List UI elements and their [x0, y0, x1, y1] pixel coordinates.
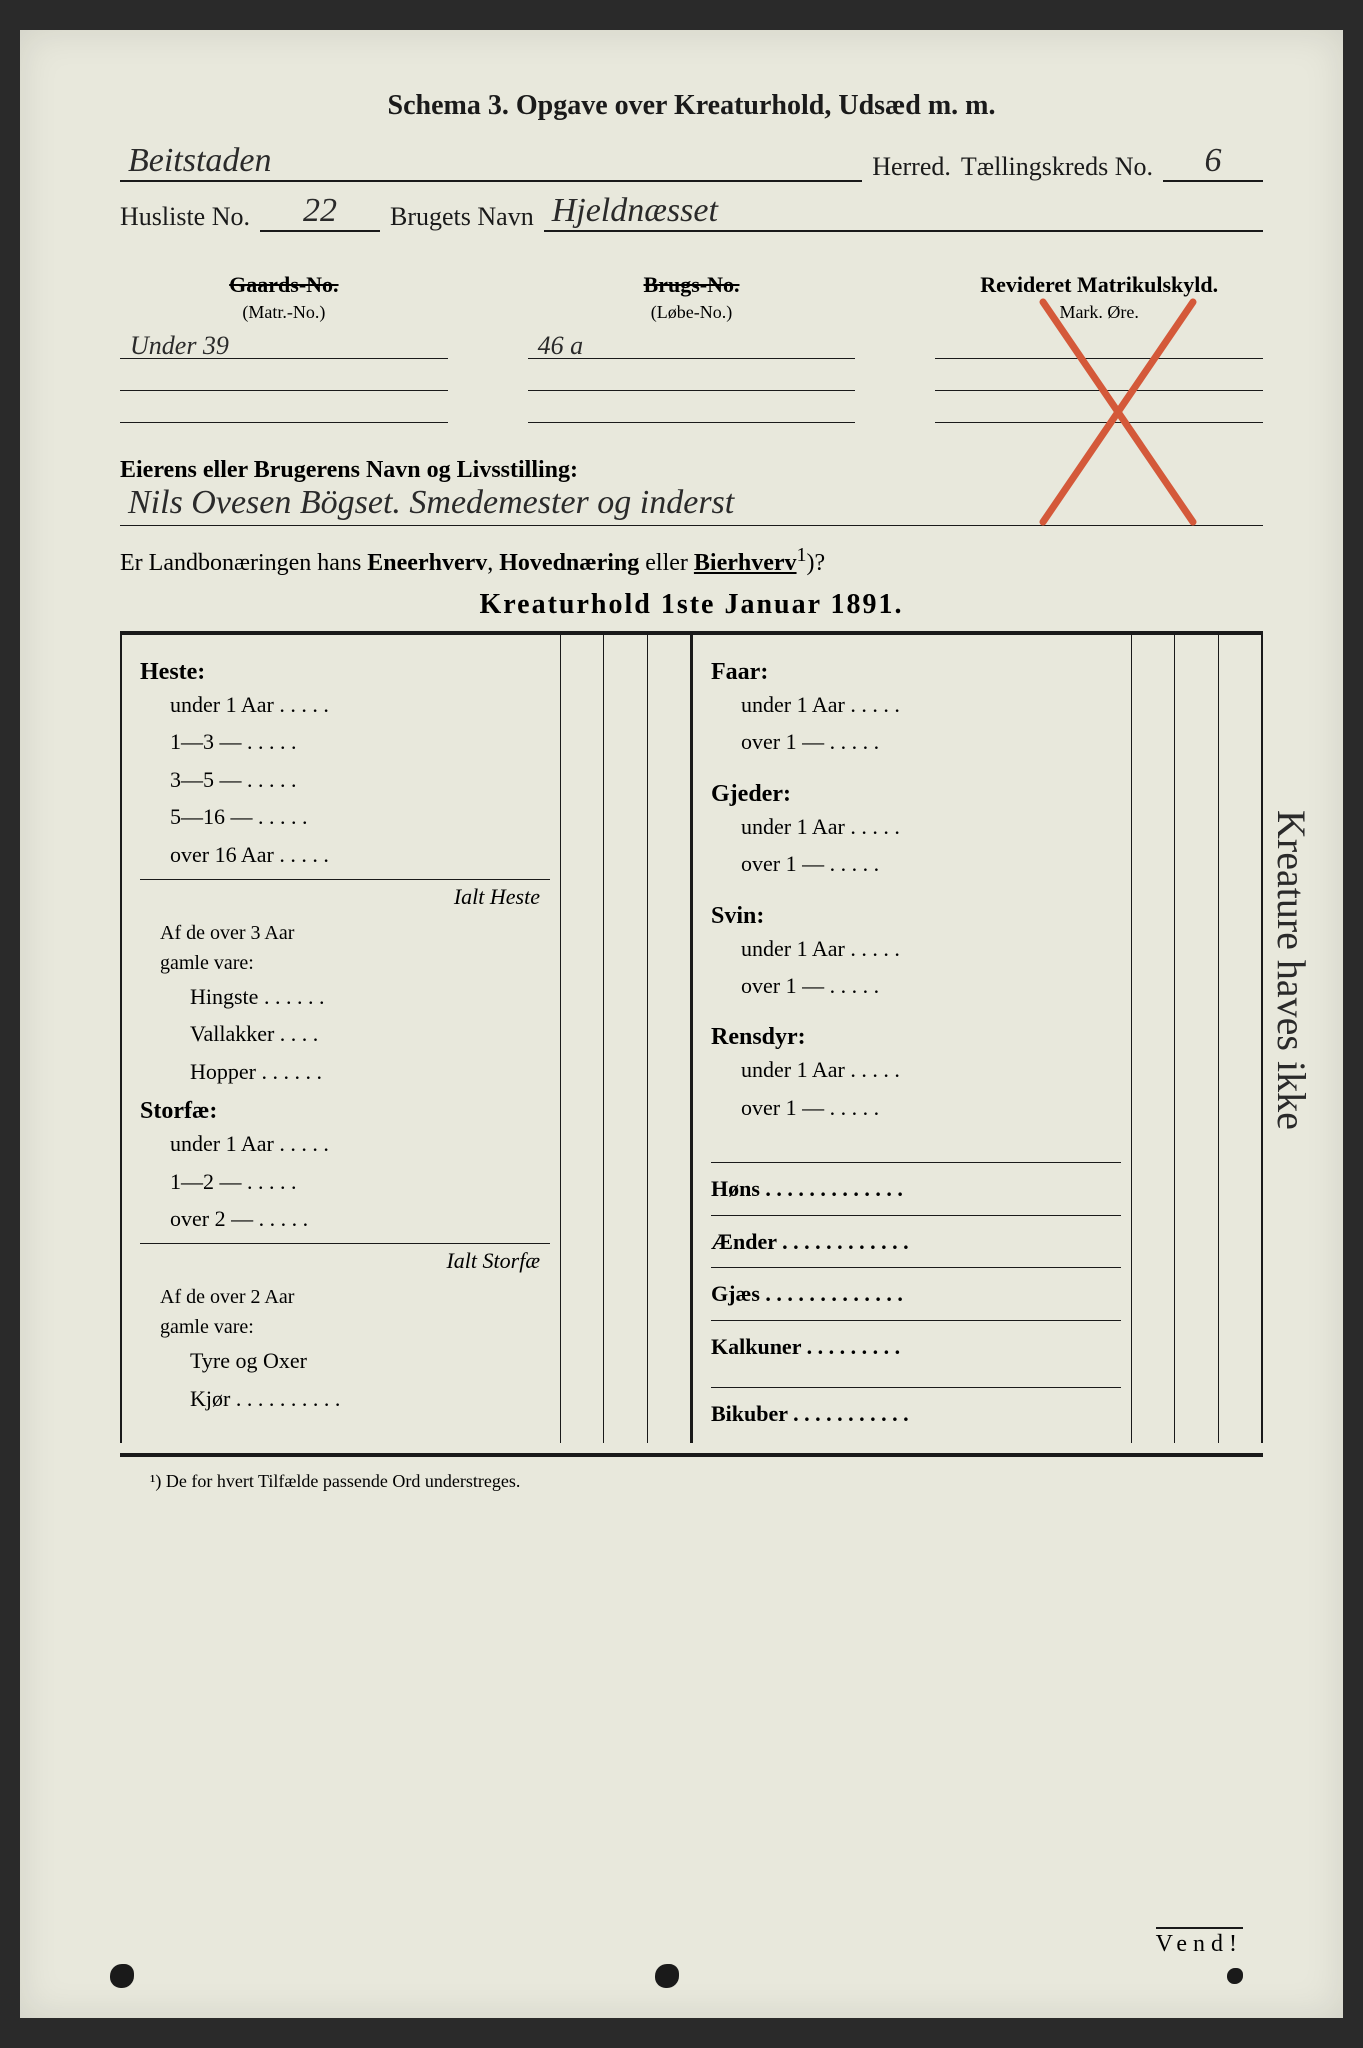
row: over 1 — . . . . .	[711, 1089, 1121, 1126]
q-p2: ,	[487, 550, 499, 576]
matrikul-columns: Gaards-No. (Matr.-No.) Under 39 Brugs-No…	[120, 272, 1263, 427]
row: 5—16 — . . . . .	[140, 798, 550, 835]
census-form-page: Schema 3. Opgave over Kreaturhold, Udsæd…	[20, 30, 1343, 2018]
livestock-table: Heste: under 1 Aar . . . . . 1—3 — . . .…	[120, 635, 1263, 1443]
q-b3: Bierhverv	[694, 550, 797, 576]
rev-header: Revideret Matrikulskyld.	[935, 272, 1263, 298]
form-title: Schema 3. Opgave over Kreaturhold, Udsæd…	[120, 90, 1263, 122]
q-p4: )?	[807, 550, 826, 576]
gaard-header: Gaards-No.	[120, 272, 448, 298]
row: Hingste . . . . . .	[140, 978, 550, 1015]
gjeder-head: Gjeder:	[711, 781, 1121, 808]
heste-sub-label: Af de over 3 Aargamle vare:	[140, 918, 550, 978]
row: over 1 — . . . . .	[711, 967, 1121, 1004]
q-b2: Hovednæring	[499, 550, 639, 576]
row: Høns . . . . . . . . . . . . .	[711, 1162, 1121, 1209]
row: Kalkuner . . . . . . . . .	[711, 1320, 1121, 1367]
brugs-header: Brugs-No.	[528, 272, 856, 298]
punch-hole	[1227, 1968, 1243, 1984]
kreds-label: Tællingskreds No.	[961, 152, 1153, 182]
blank	[528, 395, 856, 423]
row: 1—3 — . . . . .	[140, 723, 550, 760]
row: under 1 Aar . . . . .	[140, 686, 550, 723]
gaard-sub: (Matr.-No.)	[120, 302, 448, 323]
table-left: Heste: under 1 Aar . . . . . 1—3 — . . .…	[122, 635, 690, 1443]
table-right: Faar: under 1 Aar . . . . . over 1 — . .…	[690, 635, 1261, 1443]
heste-head: Heste:	[140, 659, 550, 686]
row: under 1 Aar . . . . .	[711, 686, 1121, 723]
row: under 1 Aar . . . . .	[140, 1125, 550, 1162]
row: Kjør . . . . . . . . . .	[140, 1380, 550, 1417]
left-grid	[560, 635, 690, 1443]
table-title: Kreaturhold 1ste Januar 1891.	[120, 589, 1263, 621]
storfe-sub-label: Af de over 2 Aargamle vare:	[140, 1282, 550, 1342]
q-b1: Eneerhverv	[367, 550, 487, 576]
row: under 1 Aar . . . . .	[711, 808, 1121, 845]
bruget-value: Hjeldnæsset	[544, 192, 1263, 232]
blank	[935, 331, 1263, 359]
punch-hole	[655, 1964, 679, 1988]
husliste-label: Husliste No.	[120, 202, 250, 232]
rev-col: Revideret Matrikulskyld. Mark. Øre.	[935, 272, 1263, 427]
herred-value: Beitstaden	[120, 142, 862, 182]
blank	[528, 363, 856, 391]
blank	[935, 363, 1263, 391]
hr	[120, 1453, 1263, 1457]
owner-section: Eierens eller Brugerens Navn og Livsstil…	[120, 457, 1263, 526]
herred-label: Herred.	[872, 152, 951, 182]
storfe-total: Ialt Storfæ	[140, 1243, 550, 1274]
row: over 1 — . . . . .	[711, 845, 1121, 882]
brugs-sub: (Løbe-No.)	[528, 302, 856, 323]
owner-value: Nils Ovesen Bögset. Smedemester og inder…	[120, 484, 1263, 526]
owner-label: Eierens eller Brugerens Navn og Livsstil…	[120, 457, 1263, 484]
rensdyr-head: Rensdyr:	[711, 1024, 1121, 1051]
row: Gjæs . . . . . . . . . . . . .	[711, 1267, 1121, 1314]
heste-total: Ialt Heste	[140, 879, 550, 910]
faar-head: Faar:	[711, 659, 1121, 686]
svin-head: Svin:	[711, 903, 1121, 930]
row: 1—2 — . . . . .	[140, 1163, 550, 1200]
row: under 1 Aar . . . . .	[711, 1051, 1121, 1088]
bruget-label: Brugets Navn	[390, 202, 534, 232]
q-p3: eller	[639, 550, 694, 576]
rev-sub: Mark. Øre.	[935, 302, 1263, 323]
vend-label: Vend!	[1156, 1927, 1243, 1958]
husliste-value: 22	[260, 192, 380, 232]
blank	[120, 363, 448, 391]
row: under 1 Aar . . . . .	[711, 930, 1121, 967]
gaard-val1: Under 39	[120, 331, 448, 359]
margin-handwriting: Kreature haves ikke	[1268, 810, 1315, 1510]
kreds-value: 6	[1163, 142, 1263, 182]
brugs-val1: 46 a	[528, 331, 856, 359]
left-labels: Heste: under 1 Aar . . . . . 1—3 — . . .…	[122, 635, 560, 1443]
row: Bikuber . . . . . . . . . . .	[711, 1387, 1121, 1434]
blank	[120, 395, 448, 423]
line-husliste: Husliste No. 22 Brugets Navn Hjeldnæsset	[120, 192, 1263, 232]
storfe-head: Storfæ:	[140, 1098, 550, 1125]
blank	[935, 395, 1263, 423]
brugs-col: Brugs-No. (Løbe-No.) 46 a	[528, 272, 856, 427]
footnote: ¹) De for hvert Tilfælde passende Ord un…	[120, 1471, 1263, 1492]
row: Ænder . . . . . . . . . . . .	[711, 1215, 1121, 1262]
row: over 16 Aar . . . . .	[140, 836, 550, 873]
row: 3—5 — . . . . .	[140, 761, 550, 798]
right-labels: Faar: under 1 Aar . . . . . over 1 — . .…	[693, 635, 1131, 1443]
punch-hole	[110, 1964, 134, 1988]
q-sup: 1	[797, 544, 807, 566]
gaard-col: Gaards-No. (Matr.-No.) Under 39	[120, 272, 448, 427]
question-line: Er Landbonæringen hans Eneerhverv, Hoved…	[120, 544, 1263, 577]
row: over 2 — . . . . .	[140, 1200, 550, 1237]
row: Vallakker . . . .	[140, 1015, 550, 1052]
line-herred: Beitstaden Herred. Tællingskreds No. 6	[120, 142, 1263, 182]
right-grid	[1131, 635, 1261, 1443]
q-p1: Er Landbonæringen hans	[120, 550, 367, 576]
row: Hopper . . . . . .	[140, 1053, 550, 1090]
row: over 1 — . . . . .	[711, 723, 1121, 760]
row: Tyre og Oxer	[140, 1342, 550, 1379]
